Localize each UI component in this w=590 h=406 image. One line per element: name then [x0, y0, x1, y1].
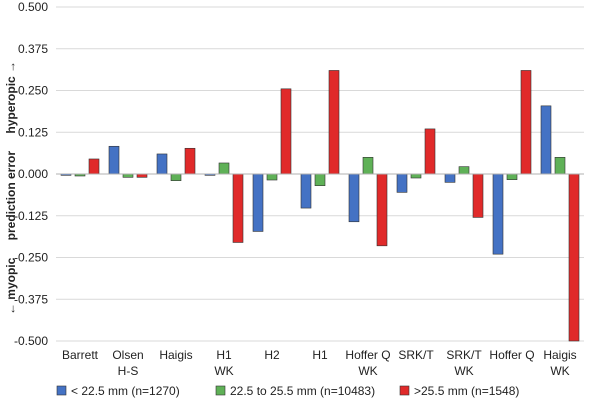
bar — [156, 153, 168, 175]
y-tick-label: -0.125 — [14, 209, 48, 223]
y-tick-label: 0.500 — [18, 0, 48, 14]
legend-swatch — [399, 385, 410, 396]
bar — [554, 157, 566, 175]
category-label: WK — [214, 364, 233, 378]
bar — [396, 173, 408, 193]
bar — [362, 157, 374, 175]
y-tick-label: -0.500 — [14, 334, 48, 348]
bar — [458, 166, 470, 175]
legend-swatch — [56, 385, 67, 396]
bar — [88, 158, 100, 175]
y-axis-label-middle: prediction error — [4, 151, 18, 241]
category-label: Barrett — [62, 348, 99, 362]
bar — [472, 173, 484, 218]
y-tick-label: -0.375 — [14, 292, 48, 306]
y-axis-label: ← myopic prediction error hyperopic → — [4, 61, 18, 315]
bar — [424, 128, 436, 175]
bar — [506, 173, 518, 180]
y-axis-label-down: ← myopic — [4, 257, 18, 315]
bar — [108, 145, 120, 175]
category-label: Hoffer Q — [345, 348, 390, 362]
bar — [266, 173, 278, 181]
category-label: Olsen — [112, 348, 143, 362]
category-label: SRK/T — [398, 348, 434, 362]
bar — [328, 70, 340, 175]
bar — [136, 173, 148, 178]
y-tick-label: 0.000 — [18, 167, 48, 181]
bar — [170, 173, 182, 181]
legend-label: < 22.5 mm (n=1270) — [71, 384, 180, 398]
bar — [444, 173, 456, 183]
category-label: H1 — [216, 348, 232, 362]
category-label: Haigis — [543, 348, 576, 362]
bar — [218, 162, 230, 175]
legend-label: >25.5 mm (n=1548) — [414, 384, 519, 398]
category-label: Hoffer Q — [489, 348, 534, 362]
category-label: Haigis — [159, 348, 192, 362]
category-label: H-S — [118, 364, 139, 378]
legend-label: 22.5 to 25.5 mm (n=10483) — [230, 384, 375, 398]
legend: < 22.5 mm (n=1270) 22.5 to 25.5 mm (n=104… — [56, 384, 519, 398]
bar — [568, 173, 580, 342]
bar — [300, 173, 312, 209]
bars — [60, 70, 580, 342]
bar — [280, 88, 292, 175]
y-tick-label: 0.250 — [18, 84, 48, 98]
category-labels: Barrett Olsen H-S Haigis H1 WK H2 H1 Hoffer Q WK S… — [62, 348, 577, 378]
bar — [540, 105, 552, 175]
y-tick-label: 0.375 — [18, 42, 48, 56]
bar — [376, 173, 388, 247]
bar — [122, 173, 134, 178]
bar — [184, 147, 196, 175]
category-label: WK — [454, 364, 473, 378]
y-axis-tick-labels: 0.500 0.375 0.250 0.125 0.000 -0.125 -0.250 -0.… — [14, 0, 48, 348]
bar — [232, 173, 244, 243]
bar — [520, 70, 532, 175]
category-label: H1 — [312, 348, 328, 362]
y-axis-label-up: hyperopic → — [4, 61, 18, 134]
bar — [348, 173, 360, 223]
category-label: WK — [358, 364, 377, 378]
category-label: SRK/T — [446, 348, 482, 362]
bar — [314, 173, 326, 186]
bar — [410, 173, 422, 179]
category-label: H2 — [264, 348, 280, 362]
y-tick-label: -0.250 — [14, 251, 48, 265]
y-tick-label: 0.125 — [18, 125, 48, 139]
category-label: WK — [550, 364, 569, 378]
bar — [252, 173, 264, 232]
bar — [492, 173, 504, 255]
gridlines — [56, 6, 584, 342]
legend-swatch — [215, 385, 226, 396]
